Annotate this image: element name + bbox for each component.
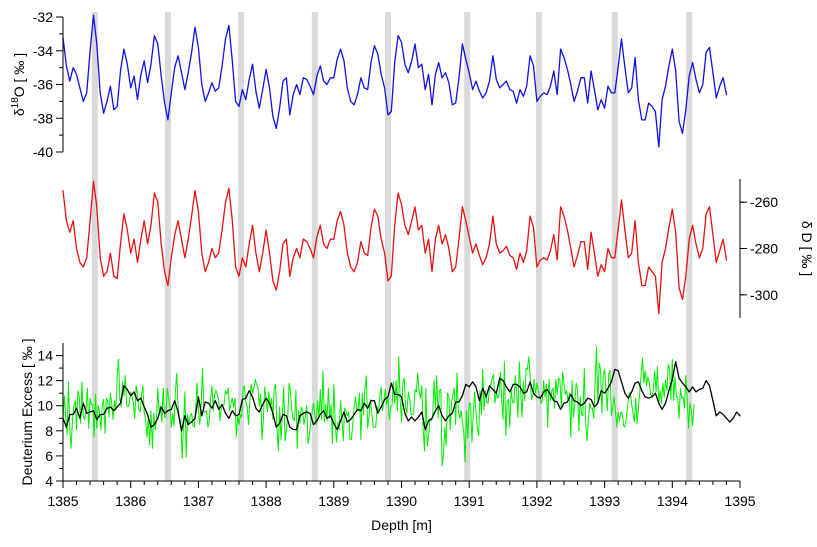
y-tick-label-d18o: -40: [33, 144, 53, 160]
depth-band: [464, 12, 471, 481]
x-axis-title: Depth [m]: [371, 517, 432, 533]
series-line-dxs-1: [62, 361, 741, 432]
y-axis-title-d18o: δ18O [ ‰ ]: [10, 53, 27, 116]
series-line-dD-0: [62, 180, 728, 315]
depth-band: [686, 12, 693, 481]
y-tick-label-d18o: -32: [33, 9, 53, 25]
depth-band: [611, 12, 618, 481]
panel-d18o: -40 -38 -36 -34 -32 δ18O [ ‰ ]: [10, 9, 728, 160]
x-tick-label: 1386: [115, 493, 146, 509]
y-axis-title-suffix: O [ ‰ ]: [11, 53, 27, 97]
x-tick-label: 1387: [183, 493, 214, 509]
depth-band: [384, 12, 391, 481]
y-tick-label-dxs: 6: [45, 448, 53, 464]
series-line-dxs-0: [62, 346, 695, 467]
x-tick-label: 1393: [589, 493, 620, 509]
y-tick-label-dxs: 4: [45, 473, 53, 489]
y-tick-label-dxs: 12: [37, 373, 53, 389]
x-tick-label: 1390: [386, 493, 417, 509]
y-tick-label-dD: -260: [750, 194, 778, 210]
y-tick-label-d18o: -38: [33, 110, 53, 126]
y-axis-title-sup: 18: [10, 97, 21, 109]
x-tick-label: 1392: [521, 493, 552, 509]
y-tick-label-dxs: 14: [37, 348, 53, 364]
depth-band: [164, 12, 171, 481]
x-axis: 1385 1386 1387 1388 1389 1390 1391 1392 1393 1394…: [47, 480, 756, 533]
series-line-d18o-0: [62, 14, 728, 148]
y-tick-label-d18o: -36: [33, 77, 53, 93]
panels-layer: -40 -38 -36 -34 -32 δ18O [ ‰ ] -300 -280 -260 δ D…: [10, 9, 815, 489]
x-tick-label: 1395: [724, 493, 755, 509]
y-axis-title-dxs: Deuterium Excess [ ‰ ]: [19, 338, 35, 485]
y-tick-label-dD: -280: [750, 241, 778, 257]
x-tick-label: 1391: [454, 493, 485, 509]
depth-band: [535, 12, 542, 481]
x-tick-label: 1388: [251, 493, 282, 509]
depth-band: [91, 12, 98, 481]
y-axis-title-prefix: δ: [11, 108, 27, 116]
panel-dD: -300 -280 -260 δ D [ ‰ ]: [62, 179, 815, 318]
x-tick-label: 1385: [47, 493, 78, 509]
y-tick-label-dxs: 10: [37, 398, 53, 414]
depth-band: [238, 12, 245, 481]
y-tick-label-dD: -300: [750, 287, 778, 303]
y-tick-label-d18o: -34: [33, 43, 53, 59]
x-tick-label: 1394: [657, 493, 688, 509]
y-tick-label-dxs: 8: [45, 423, 53, 439]
x-tick-label: 1389: [318, 493, 349, 509]
y-axis-title-dD: δ D [ ‰ ]: [799, 221, 815, 276]
